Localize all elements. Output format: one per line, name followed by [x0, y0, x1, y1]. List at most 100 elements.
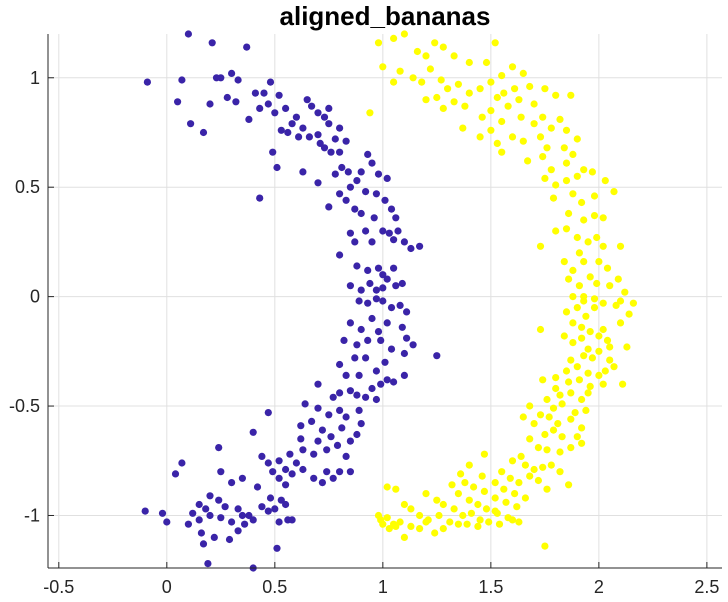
data-point-series-2	[584, 389, 592, 397]
data-point-series-1	[398, 323, 406, 331]
data-point-series-1	[394, 227, 402, 235]
data-point-series-2	[580, 258, 588, 266]
data-point-series-1	[409, 341, 417, 349]
data-point-series-1	[392, 214, 400, 222]
data-point-series-1	[282, 500, 290, 509]
y-tick-label: -0.5	[9, 396, 40, 416]
data-point-series-2	[476, 85, 484, 93]
data-point-series-2	[439, 104, 447, 112]
data-point-series-1	[353, 391, 361, 399]
data-point-series-1	[355, 297, 363, 305]
data-point-series-2	[562, 367, 571, 375]
data-point-series-2	[517, 113, 525, 121]
data-point-series-1	[357, 168, 365, 176]
data-point-series-1	[299, 124, 307, 132]
data-point-series-1	[266, 78, 275, 86]
data-point-series-2	[565, 378, 573, 386]
data-point-series-1	[364, 336, 372, 344]
data-point-series-1	[299, 168, 307, 176]
data-point-series-1	[245, 511, 253, 520]
data-point-series-2	[556, 468, 564, 476]
data-point-series-2	[541, 430, 549, 439]
data-point-series-1	[225, 535, 234, 544]
data-point-series-2	[552, 91, 560, 99]
data-point-series-2	[562, 126, 571, 134]
data-point-series-2	[541, 174, 549, 182]
data-point-series-2	[560, 258, 568, 266]
data-point-series-1	[320, 113, 329, 121]
data-point-series-1	[271, 109, 279, 117]
data-point-series-1	[243, 43, 251, 51]
data-point-series-2	[498, 468, 506, 476]
data-point-series-1	[325, 120, 333, 128]
data-point-series-1	[245, 115, 253, 123]
data-point-series-2	[573, 304, 581, 312]
data-point-series-2	[530, 465, 538, 474]
data-point-series-1	[362, 188, 370, 196]
data-point-series-2	[448, 481, 456, 489]
data-point-series-2	[590, 192, 599, 200]
data-point-series-1	[353, 262, 361, 270]
data-point-series-2	[571, 409, 579, 417]
data-point-series-1	[362, 393, 370, 401]
data-point-series-1	[223, 93, 231, 102]
data-point-series-1	[215, 496, 223, 504]
data-point-series-2	[413, 47, 421, 56]
data-point-series-2	[567, 415, 575, 423]
data-point-series-2	[601, 177, 609, 185]
y-tick-labels: -1 -0.5 0 0.5 1	[9, 68, 40, 526]
data-point-series-2	[567, 91, 575, 99]
data-point-series-2	[409, 74, 417, 82]
data-point-series-1	[368, 314, 376, 323]
data-point-series-2	[515, 479, 523, 487]
data-point-series-2	[562, 159, 571, 167]
data-point-series-2	[450, 505, 458, 513]
data-point-series-2	[526, 82, 534, 91]
data-point-series-1	[297, 435, 305, 443]
data-point-series-1	[316, 139, 324, 147]
data-point-series-2	[595, 332, 603, 340]
data-point-series-2	[552, 181, 560, 189]
data-point-series-2	[510, 85, 519, 93]
data-point-series-1	[314, 380, 322, 388]
data-point-series-2	[493, 93, 501, 102]
data-point-series-2	[534, 476, 543, 485]
data-point-series-2	[491, 494, 499, 502]
data-point-series-1	[256, 194, 264, 202]
data-point-series-2	[474, 500, 482, 509]
data-point-series-2	[491, 507, 499, 515]
data-point-series-1	[269, 468, 277, 476]
data-point-series-2	[580, 216, 588, 224]
data-point-series-1	[331, 170, 339, 178]
data-point-series-1	[202, 505, 210, 513]
data-point-series-2	[422, 96, 430, 104]
data-point-series-2	[610, 188, 618, 196]
data-point-series-1	[264, 100, 272, 108]
data-point-series-1	[368, 384, 376, 393]
data-point-series-1	[336, 251, 344, 259]
data-point-series-2	[504, 102, 512, 110]
data-point-series-2	[383, 483, 391, 491]
chart-title: aligned_bananas	[280, 1, 491, 31]
data-point-series-2	[465, 496, 473, 504]
data-point-series-2	[599, 325, 607, 334]
data-point-series-1	[374, 328, 383, 336]
data-point-series-1	[297, 422, 305, 430]
data-point-series-1	[234, 527, 242, 535]
data-point-series-1	[228, 69, 236, 77]
data-point-series-2	[530, 120, 538, 128]
data-point-series-2	[519, 413, 527, 421]
data-point-series-2	[437, 76, 445, 84]
data-point-series-1	[379, 271, 387, 279]
data-point-series-1	[368, 238, 376, 246]
y-tick-label: -1	[24, 505, 40, 525]
data-point-series-2	[536, 242, 545, 250]
data-point-series-2	[616, 319, 625, 327]
data-point-series-2	[374, 39, 383, 47]
data-point-series-2	[461, 102, 469, 110]
data-point-series-1	[336, 406, 344, 414]
data-point-series-2	[569, 266, 577, 274]
x-tick-label: 2	[594, 577, 604, 597]
data-point-series-2	[573, 433, 581, 441]
data-point-series-2	[400, 30, 408, 38]
